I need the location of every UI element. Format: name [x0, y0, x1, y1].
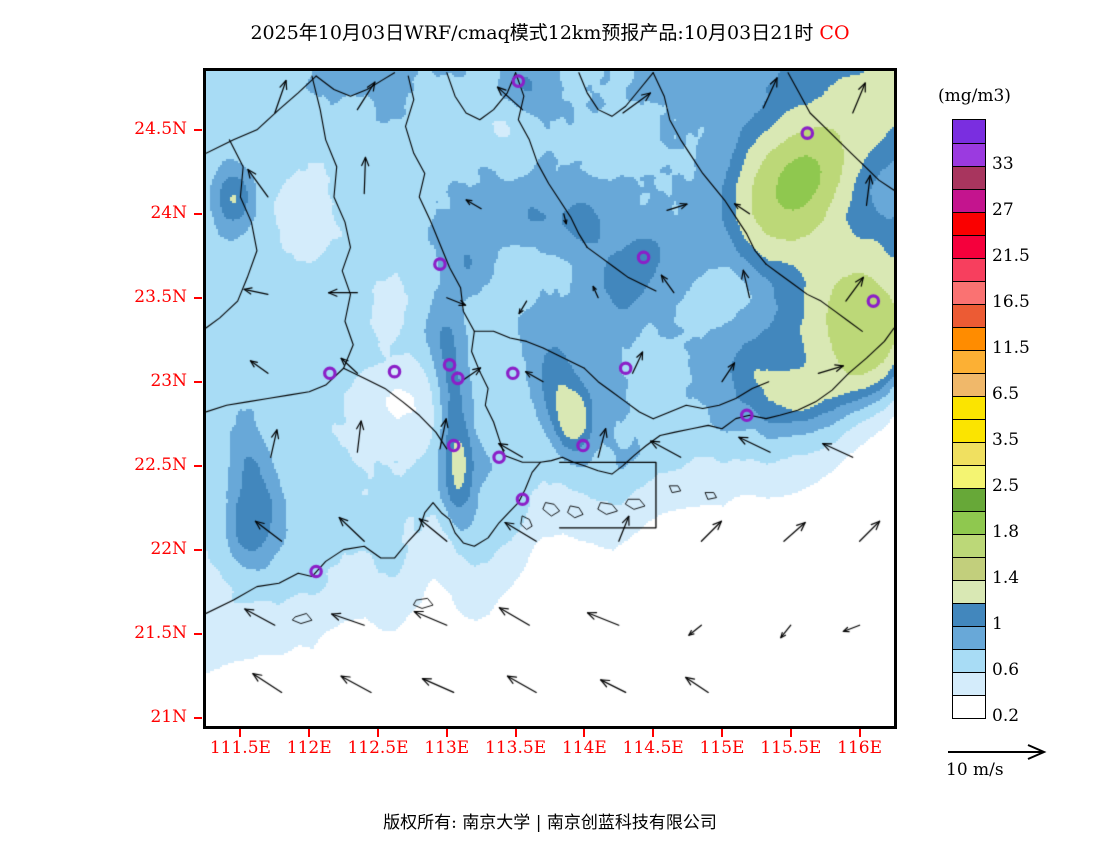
- x-axis-tick-mark: [445, 729, 448, 737]
- colorbar-units-label: (mg/m3): [938, 86, 1011, 106]
- colorbar-band[interactable]: [953, 465, 985, 488]
- y-axis-tick-mark: [194, 296, 202, 299]
- y-axis-tick-label: 24.5N: [134, 118, 187, 139]
- x-axis-tick-mark: [239, 729, 242, 737]
- x-axis-tick-label: 114.5E: [622, 738, 684, 758]
- page-title: 2025年10月03日WRF/cmaq模式12km预报产品:10月03日21时 …: [0, 18, 1100, 45]
- x-axis-tick-label: 112E: [286, 738, 332, 758]
- colorbar-band[interactable]: [953, 442, 985, 465]
- x-axis-tick-label: 112.5E: [347, 738, 409, 758]
- colorbar-tick-label: 2.5: [992, 476, 1020, 496]
- concentration-map-canvas[interactable]: [206, 71, 894, 726]
- y-axis-tick-label: 22.5N: [134, 454, 187, 475]
- colorbar-band[interactable]: [953, 327, 985, 350]
- colorbar-band[interactable]: [953, 166, 985, 189]
- x-axis-tick-mark: [652, 729, 655, 737]
- colorbar-band[interactable]: [953, 649, 985, 672]
- x-axis-tick-mark: [721, 729, 723, 737]
- copyright-footer: 版权所有: 南京大学 | 南京创蓝科技有限公司: [383, 813, 717, 833]
- colorbar-band[interactable]: [953, 488, 985, 511]
- x-axis-tick-mark: [858, 729, 861, 737]
- map-plot-area[interactable]: [203, 68, 897, 729]
- wind-scale-key: 10 m/s: [946, 742, 1066, 780]
- colorbar-tick-label: 16.5: [992, 292, 1030, 312]
- y-axis-tick-mark: [194, 464, 202, 467]
- y-axis-tick-label: 24N: [150, 202, 187, 223]
- colorbar-band[interactable]: [953, 695, 985, 718]
- colorbar-tick-label: 1: [992, 614, 1003, 634]
- x-axis-tick-label: 114E: [561, 738, 607, 758]
- colorbar-tick-label: 1.4: [992, 568, 1020, 588]
- colorbar-band[interactable]: [953, 603, 985, 626]
- colorbar-tick-label: 3.5: [992, 430, 1020, 450]
- colorbar-tick-label: 1.8: [992, 522, 1020, 542]
- y-axis-tick-label: 23.5N: [134, 286, 187, 307]
- colorbar[interactable]: [952, 119, 986, 719]
- colorbar-band[interactable]: [953, 672, 985, 695]
- colorbar-tick-label: 0.2: [992, 706, 1020, 726]
- colorbar-band[interactable]: [953, 143, 985, 166]
- x-axis-tick-label: 116E: [837, 738, 883, 758]
- y-axis-tick-label: 22N: [150, 538, 187, 559]
- y-axis-tick-mark: [194, 716, 202, 719]
- title-main-text: 2025年10月03日WRF/cmaq模式12km预报产品:10月03日21时: [250, 22, 814, 44]
- x-axis-tick-mark: [377, 729, 379, 737]
- colorbar-band[interactable]: [953, 281, 985, 304]
- y-axis-tick-label: 23N: [150, 370, 187, 391]
- colorbar-band[interactable]: [953, 235, 985, 258]
- colorbar-band[interactable]: [953, 189, 985, 212]
- y-axis-tick-mark: [194, 548, 202, 551]
- colorbar-tick-label: 0.6: [992, 660, 1020, 680]
- colorbar-band[interactable]: [953, 120, 985, 143]
- x-axis-tick-mark: [308, 729, 311, 737]
- colorbar-band[interactable]: [953, 212, 985, 235]
- x-axis-tick-mark: [514, 729, 517, 737]
- x-axis-tick-mark: [583, 729, 586, 737]
- title-species-label: CO: [819, 22, 850, 44]
- y-axis-tick-mark: [194, 128, 202, 131]
- x-axis-tick-label: 115E: [699, 738, 745, 758]
- colorbar-tick-label: 33: [992, 154, 1014, 174]
- y-axis-tick-mark: [194, 632, 202, 635]
- colorbar-band[interactable]: [953, 626, 985, 649]
- colorbar-band[interactable]: [953, 419, 985, 442]
- colorbar-band[interactable]: [953, 557, 985, 580]
- colorbar-tick-label: 6.5: [992, 384, 1020, 404]
- x-axis-tick-mark: [789, 729, 792, 737]
- colorbar-band[interactable]: [953, 511, 985, 534]
- x-axis-tick-label: 113E: [424, 738, 470, 758]
- colorbar-tick-label: 21.5: [992, 246, 1030, 266]
- wind-scale-label: 10 m/s: [946, 760, 1004, 780]
- x-axis-tick-label: 115.5E: [760, 738, 822, 758]
- y-axis-tick-mark: [194, 212, 202, 215]
- colorbar-band[interactable]: [953, 396, 985, 419]
- y-axis-tick-label: 21N: [150, 706, 187, 727]
- y-axis-tick-label: 21.5N: [134, 622, 187, 643]
- arrow-right-icon: [948, 744, 1047, 760]
- colorbar-band[interactable]: [953, 534, 985, 557]
- x-axis-tick-label: 111.5E: [209, 738, 271, 758]
- colorbar-band[interactable]: [953, 350, 985, 373]
- colorbar-band[interactable]: [953, 580, 985, 603]
- colorbar-band[interactable]: [953, 258, 985, 281]
- y-axis-tick-mark: [194, 380, 202, 383]
- colorbar-band[interactable]: [953, 304, 985, 327]
- x-axis-tick-label: 113.5E: [485, 738, 547, 758]
- colorbar-band[interactable]: [953, 373, 985, 396]
- colorbar-tick-label: 11.5: [992, 338, 1030, 358]
- colorbar-tick-label: 27: [992, 200, 1014, 220]
